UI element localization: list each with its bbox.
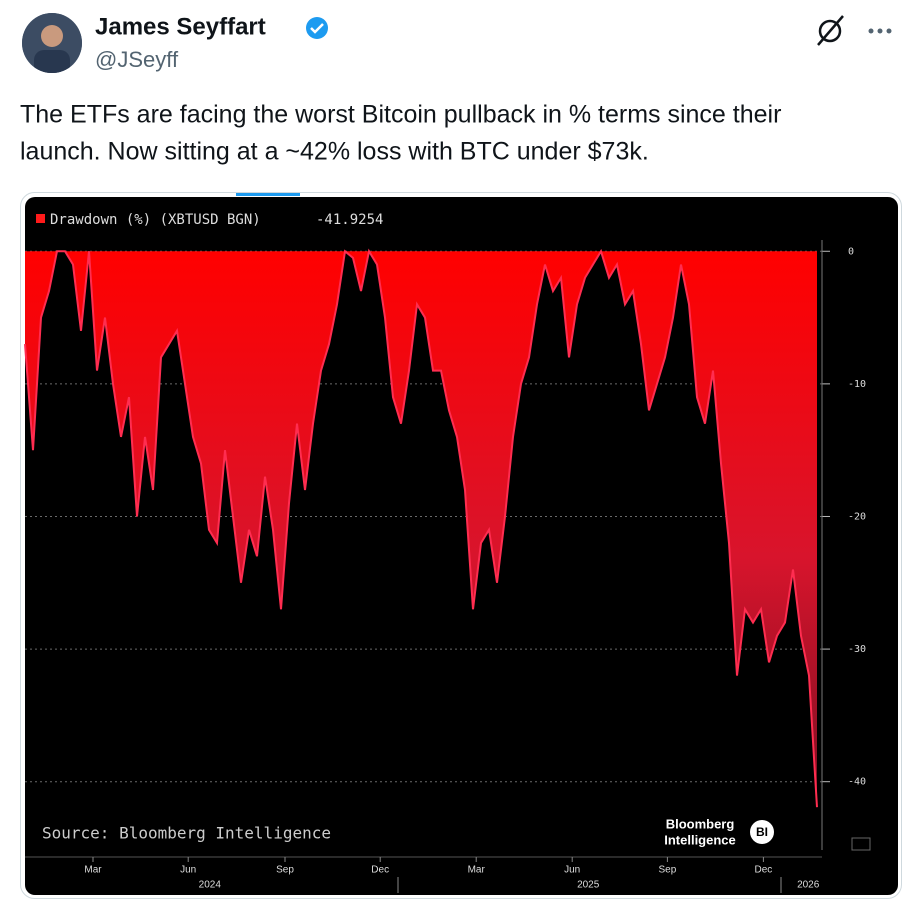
x-tick-label: Jun <box>180 865 196 876</box>
x-tick-label: Dec <box>371 865 389 876</box>
verified-badge <box>306 17 328 39</box>
x-tick-label: Mar <box>468 865 486 876</box>
y-tick-label: -20 <box>848 511 866 522</box>
x-tick-label: Jun <box>564 865 580 876</box>
y-tick-label: -30 <box>848 644 866 655</box>
logo-badge-text: BI <box>756 825 768 839</box>
tweet-text: The ETFs are facing the worst Bitcoin pu… <box>20 101 781 129</box>
year-label: 2025 <box>577 880 600 891</box>
more-icon[interactable] <box>868 28 892 34</box>
x-tick-label: Dec <box>755 865 773 876</box>
year-label: 2024 <box>199 880 222 891</box>
drawdown-area <box>25 251 817 808</box>
x-tick-label: Sep <box>276 865 294 876</box>
x-tick-label: Mar <box>84 865 102 876</box>
y-tick-label: -10 <box>848 379 866 390</box>
logo-badge <box>750 820 774 844</box>
author-handle[interactable]: @JSeyff <box>95 47 179 72</box>
avatar[interactable] <box>22 13 82 80</box>
y-tick-label: 0 <box>848 246 854 257</box>
logo-text: Bloomberg <box>666 816 735 831</box>
grok-icon[interactable] <box>817 15 844 46</box>
legend-swatch <box>36 214 45 223</box>
x-tick-label: Sep <box>659 865 677 876</box>
media-accent <box>236 193 300 196</box>
tweet-text: launch. Now sitting at a ~42% loss with … <box>20 138 649 166</box>
author-name[interactable]: James Seyffart <box>95 13 266 40</box>
drawdown-line <box>24 248 818 808</box>
legend-label: Drawdown (%) (XBTUSD BGN) <box>50 212 261 228</box>
chart: 0 -10 -20 -30 -40 Drawdown (%) (XBTUSD BGN) -4… <box>24 212 871 893</box>
y-tick-label: -40 <box>848 777 866 788</box>
chart-icon <box>851 837 871 851</box>
logo-text: Intelligence <box>664 832 736 847</box>
source-note: Source: Bloomberg Intelligence <box>42 824 331 843</box>
year-label: 2026 <box>797 880 820 891</box>
legend-last-value: -41.9254 <box>316 212 383 228</box>
